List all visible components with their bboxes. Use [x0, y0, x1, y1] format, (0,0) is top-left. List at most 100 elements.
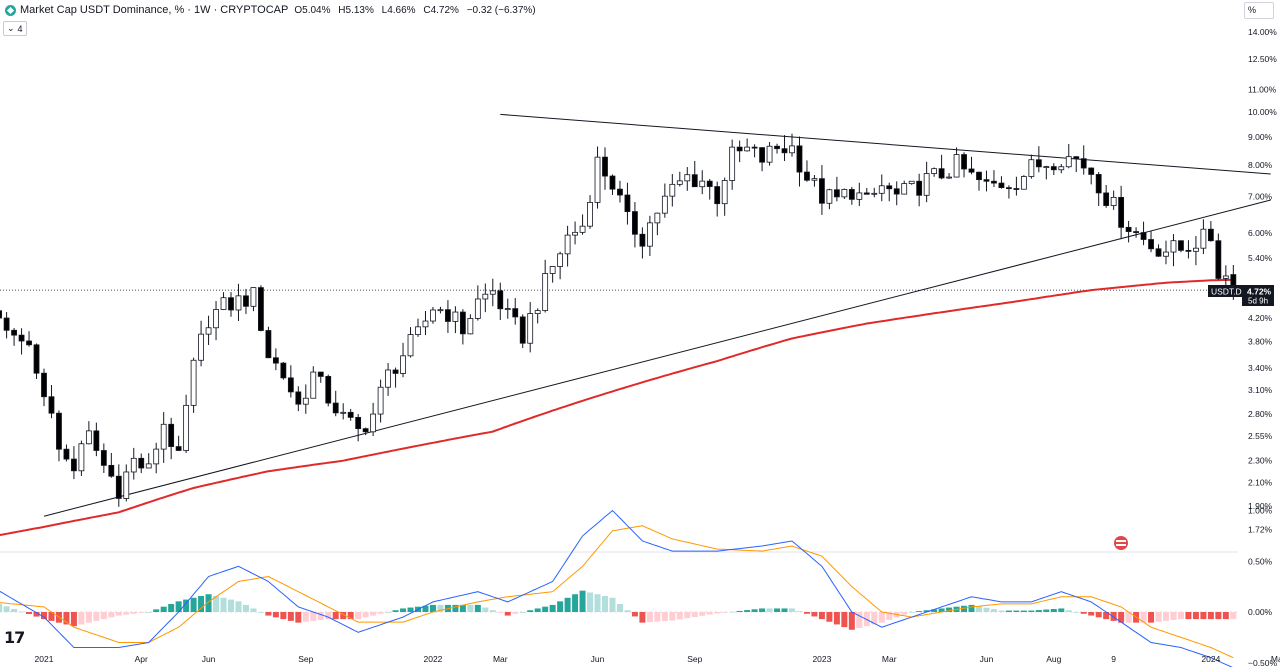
candle [175, 435, 182, 451]
macd-histogram-bar [774, 608, 781, 612]
macd-histogram-bar [482, 607, 489, 612]
candle [976, 171, 982, 191]
candle [908, 180, 915, 185]
candle [310, 366, 317, 399]
candle [991, 170, 997, 188]
macd-histogram-bar [908, 612, 915, 613]
macd-histogram-bar [63, 612, 70, 625]
macd-histogram-bar [190, 597, 197, 612]
macd-histogram-bar [1125, 612, 1132, 623]
percent-scale-button[interactable]: % [1244, 2, 1274, 19]
macd-histogram-bar [250, 608, 257, 612]
candle [1058, 163, 1065, 174]
macd-histogram-bar [385, 612, 392, 613]
trendline-upper[interactable] [500, 113, 1271, 175]
macd-histogram-bar [946, 607, 953, 612]
candle [48, 385, 55, 419]
candle [901, 180, 908, 195]
candle [11, 328, 17, 346]
macd-histogram-bar [751, 609, 758, 612]
candle [579, 214, 586, 235]
macd-histogram-bar [325, 612, 332, 620]
macd-histogram-bar [654, 612, 661, 622]
price-tick-label: 2.55% [1248, 431, 1273, 441]
candle [1207, 221, 1214, 242]
candle [804, 160, 810, 182]
macd-histogram-bar [1020, 610, 1027, 612]
candle [1080, 145, 1087, 175]
candle [938, 154, 945, 180]
candle [1163, 240, 1169, 265]
macd-line[interactable] [0, 509, 1234, 669]
macd-histogram-bar [85, 612, 92, 623]
macd-histogram-bar [1065, 610, 1072, 612]
trendline-lower[interactable] [43, 199, 1271, 517]
indicators-toggle[interactable]: ⌄ 4 [3, 21, 27, 36]
sma-line[interactable] [0, 278, 1234, 537]
candle [774, 143, 780, 154]
macd-histogram-bar [587, 592, 594, 612]
candle [272, 348, 279, 371]
candle [534, 308, 541, 324]
macd-histogram-bar [706, 612, 713, 615]
macd-histogram-bar [1103, 612, 1110, 620]
candle [1215, 233, 1222, 281]
macd-histogram-bar [721, 612, 728, 613]
candle [699, 170, 706, 195]
us-flag-icon[interactable] [1114, 536, 1128, 550]
macd-histogram-bar [1035, 610, 1042, 612]
candle [1118, 185, 1125, 240]
macd-histogram-bar [1140, 612, 1147, 623]
time-axis[interactable]: 2021 Apr Jun Sep 2022 Mar Jun Sep 2023 Mar Jun Aug 9… [35, 654, 1280, 664]
macd-histogram-bar [990, 609, 997, 612]
macd-histogram-bar [826, 612, 833, 622]
macd-histogram-bar [497, 612, 504, 613]
macd-histogram-bar [474, 604, 481, 612]
time-tick-label: 2024 [1201, 654, 1220, 664]
candle [1095, 172, 1102, 206]
macd-histogram-bar [1095, 612, 1102, 618]
macd-histogram-bar [714, 612, 721, 614]
candle [549, 265, 556, 283]
macd-histogram-bar [848, 612, 855, 630]
candle [93, 422, 100, 457]
candle [519, 314, 526, 349]
price-tag: USDT.D 4.72% 5d 9h [1208, 285, 1274, 306]
macd-histogram-bar [310, 612, 317, 621]
candle [85, 421, 92, 445]
trendlines [43, 113, 1271, 517]
price-axis[interactable]: 14.00% 12.50% 11.00% 10.00% 9.00% 8.00% 7.00% 6… [1248, 27, 1278, 668]
macd-histogram-bar [130, 612, 137, 614]
symbol-title[interactable]: Market Cap USDT Dominance, % · 1W · CRYP… [20, 4, 289, 16]
macd-histogram-bar [1192, 612, 1199, 620]
candle [564, 225, 571, 267]
macd-histogram-bar [183, 599, 190, 612]
candle [100, 443, 107, 474]
price-tick-label: 7.00% [1248, 192, 1273, 202]
candle [1170, 234, 1177, 267]
price-tick-label: 14.00% [1248, 27, 1277, 37]
candle [1013, 176, 1020, 196]
macd-histogram-bar [205, 594, 212, 612]
candle [430, 306, 436, 324]
macd-histogram-bar [317, 612, 324, 620]
candle [362, 427, 369, 436]
candle [415, 318, 421, 337]
candle [228, 292, 234, 317]
candle [445, 300, 451, 333]
macd-histogram-bar [1050, 608, 1057, 612]
price-tick-label: 3.40% [1248, 363, 1273, 373]
candle [878, 174, 885, 202]
macd-signal-line[interactable] [0, 525, 1234, 659]
macd-histogram-bar [803, 612, 810, 614]
macd-histogram-bar [1073, 612, 1080, 613]
moving-average [0, 278, 1234, 537]
macd-histogram-bar [504, 612, 511, 616]
macd-tick-label: 0.00% [1248, 607, 1273, 617]
macd-histogram-bar [392, 610, 399, 612]
macd-histogram-bar [100, 612, 107, 620]
candle [1140, 221, 1147, 246]
candle [572, 221, 578, 245]
